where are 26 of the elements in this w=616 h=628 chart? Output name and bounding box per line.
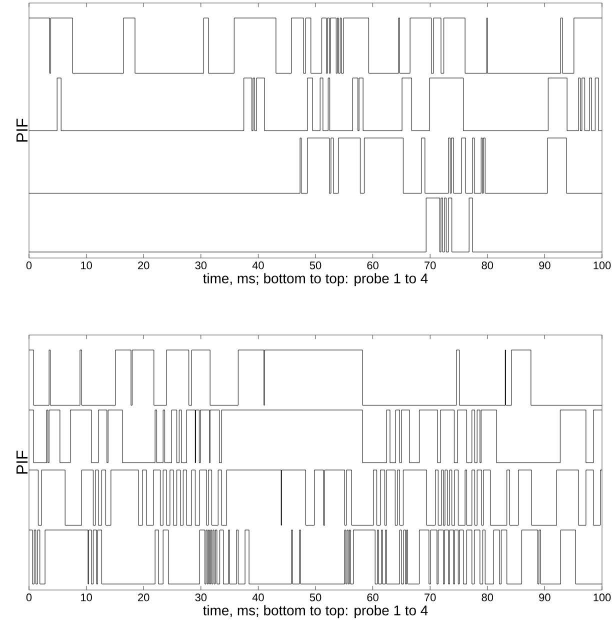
x-tick-label: 40 xyxy=(252,594,264,602)
x-tick-label: 40 xyxy=(252,262,264,270)
x-tick-label: 60 xyxy=(367,594,378,602)
x-tick-label: 90 xyxy=(539,262,550,270)
y-axis-title: PIF xyxy=(16,450,28,474)
x-tick-label: 50 xyxy=(310,262,322,270)
x-tick-label: 0 xyxy=(26,594,32,602)
x-axis-title: time, ms; bottom to top: probe 1 to 4 xyxy=(203,605,428,618)
y-axis-title: PIF xyxy=(16,118,28,142)
x-tick-label: 90 xyxy=(539,594,550,602)
x-tick-label: 20 xyxy=(138,594,150,602)
x-tick-label: 100 xyxy=(594,262,611,270)
x-tick-label: 50 xyxy=(310,594,322,602)
x-tick-label: 10 xyxy=(81,262,92,270)
x-tick-label: 30 xyxy=(195,262,207,270)
x-tick-label: 0 xyxy=(26,262,32,270)
x-tick-label: 80 xyxy=(482,262,494,270)
x-tick-label: 10 xyxy=(81,594,92,602)
x-tick-label: 20 xyxy=(138,262,150,270)
x-tick-label: 60 xyxy=(367,262,378,270)
x-tick-label: 100 xyxy=(594,594,611,602)
x-axis-title: time, ms; bottom to top: probe 1 to 4 xyxy=(203,273,428,286)
x-tick-label: 70 xyxy=(424,594,436,602)
x-tick-label: 80 xyxy=(482,594,494,602)
x-tick-label: 70 xyxy=(424,262,436,270)
x-tick-label: 30 xyxy=(195,594,207,602)
